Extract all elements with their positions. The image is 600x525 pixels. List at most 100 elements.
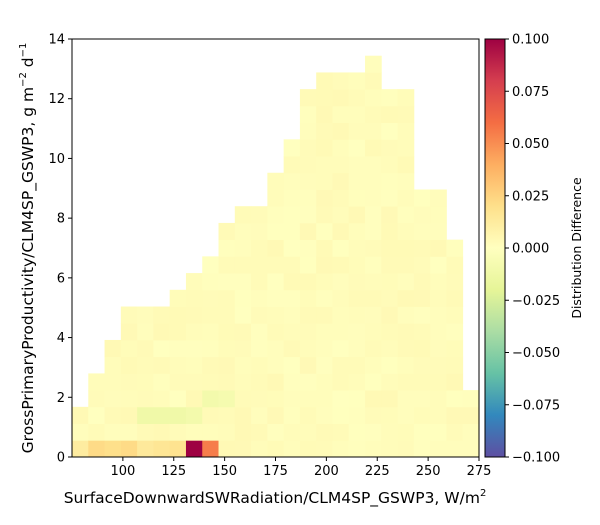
heatmap-cell — [267, 206, 285, 224]
heatmap-cell — [413, 373, 431, 391]
heatmap-cell — [365, 105, 382, 123]
heatmap-cell — [316, 323, 333, 341]
heatmap-cell — [397, 356, 415, 374]
x-axis-label: SurfaceDownwardSWRadiation/CLM4SP_GSWP3,… — [64, 488, 487, 508]
heatmap-cell — [446, 423, 464, 441]
heatmap-cell — [413, 273, 431, 291]
heatmap-cell — [397, 373, 415, 391]
heatmap-cell — [137, 356, 154, 374]
heatmap-cell — [234, 339, 252, 358]
y-axis-label: GrossPrimaryProductivity/CLM4SP_GSWP3, g… — [18, 43, 38, 454]
heatmap-cell — [365, 72, 382, 90]
heatmap-cell — [283, 440, 301, 458]
colorbar-tick-label: 0.025 — [512, 189, 549, 204]
heatmap-cell — [316, 390, 333, 408]
heatmap-cell — [397, 189, 415, 207]
heatmap-cell — [316, 206, 333, 224]
heatmap-cell — [299, 289, 317, 307]
heatmap-cell — [397, 306, 415, 324]
heatmap-cell — [153, 406, 171, 424]
heatmap-cell — [88, 423, 105, 441]
heatmap-cell — [430, 189, 447, 207]
heatmap-cell — [365, 406, 382, 424]
heatmap-cell — [185, 273, 203, 291]
heatmap-cell — [283, 373, 301, 391]
heatmap-cell — [348, 222, 366, 241]
heatmap-cell — [430, 222, 447, 241]
heatmap-cell — [316, 89, 333, 107]
heatmap-cell — [348, 356, 366, 374]
heatmap-cell — [185, 423, 203, 441]
heatmap-cell — [299, 306, 317, 324]
heatmap-cell — [283, 256, 301, 274]
heatmap-cell — [316, 172, 333, 190]
heatmap-cell — [283, 222, 301, 241]
y-tick-label: 2 — [57, 391, 65, 406]
heatmap-cell — [267, 273, 285, 291]
heatmap-cell — [185, 373, 203, 391]
heatmap-cell — [120, 440, 138, 458]
heatmap-cell — [381, 139, 398, 157]
heatmap-cell — [104, 373, 122, 391]
heatmap-cell — [316, 406, 333, 424]
heatmap-cell — [202, 306, 219, 324]
heatmap-cell — [169, 423, 187, 441]
heatmap-cell — [316, 273, 333, 291]
heatmap-cell — [185, 306, 203, 324]
x-axis: 100 125 150 175 200 225 250 275 — [110, 457, 491, 479]
heatmap-cell — [430, 390, 447, 408]
heatmap-cell — [137, 406, 154, 424]
heatmap-cell — [218, 390, 236, 408]
heatmap-cell — [234, 256, 252, 274]
heatmap-cell — [120, 339, 138, 358]
heatmap-cell — [348, 323, 366, 341]
heatmap-cell — [462, 440, 480, 458]
heatmap-cell — [251, 256, 268, 274]
heatmap-cell — [283, 423, 301, 441]
heatmap-cell — [365, 239, 382, 257]
heatmap-cell — [365, 139, 382, 157]
colorbar-tick-label: 0.075 — [512, 85, 549, 100]
heatmap-cell — [381, 172, 398, 190]
x-tick-label: 225 — [365, 464, 390, 479]
heatmap-cell — [169, 373, 187, 391]
heatmap-cell — [397, 222, 415, 241]
heatmap-cell — [169, 406, 187, 424]
heatmap-cell — [218, 306, 236, 324]
heatmap-cell — [137, 306, 154, 324]
heatmap-cell — [430, 273, 447, 291]
heatmap-cell — [299, 139, 317, 157]
heatmap-cell — [137, 440, 154, 458]
heatmap-cell — [397, 440, 415, 458]
heatmap-cell — [251, 289, 268, 307]
heatmap-cell — [413, 306, 431, 324]
heatmap-cell — [430, 256, 447, 274]
heatmap-cell — [251, 423, 268, 441]
heatmap-cell — [267, 189, 285, 207]
heatmap-cell — [299, 256, 317, 274]
heatmap-cell — [316, 139, 333, 157]
heatmap-cell — [120, 356, 138, 374]
heatmap-cell — [348, 273, 366, 291]
heatmap-cell — [202, 406, 219, 424]
heatmap-cell — [365, 273, 382, 291]
heatmap-cell — [332, 440, 350, 458]
heatmap-cell — [348, 139, 366, 157]
heatmap-cell — [153, 373, 171, 391]
heatmap-cell — [348, 72, 366, 90]
heatmap-cell — [267, 306, 285, 324]
heatmap-cell — [299, 423, 317, 441]
heatmap-cell — [234, 440, 252, 458]
heatmap-cell — [332, 139, 350, 157]
heatmap-cell — [267, 356, 285, 374]
heatmap-cell — [332, 105, 350, 123]
y-tick-label: 6 — [57, 271, 65, 286]
heatmap-cell — [283, 406, 301, 424]
heatmap-cell — [430, 423, 447, 441]
heatmap-cell — [365, 256, 382, 274]
heatmap-cell — [381, 206, 398, 224]
heatmap-cell — [283, 323, 301, 341]
heatmap-cell — [381, 256, 398, 274]
heatmap-cell — [169, 339, 187, 358]
